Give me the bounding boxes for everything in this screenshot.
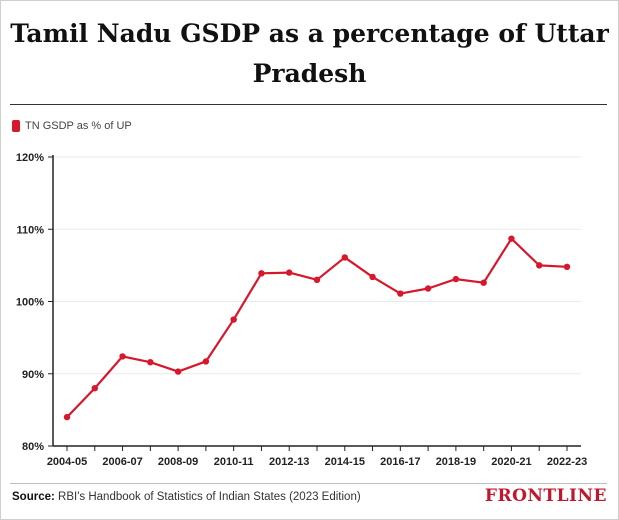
data-point	[536, 262, 543, 269]
y-tick-label: 100%	[16, 297, 44, 309]
data-point	[63, 413, 71, 421]
x-tick-label: 2022-23	[547, 456, 587, 468]
line-chart: 80% 90% 100% 110% 120% 2004-05 2006-07 2008-09…	[16, 152, 587, 468]
chart-title: Tamil Nadu GSDP as a percentage of Uttar…	[10, 19, 609, 88]
x-tick-labels: 2004-05 2006-07 2008-09 2010-11 2012-13 2014-…	[47, 456, 587, 468]
x-tick-label: 2016-17	[380, 456, 420, 468]
axes	[48, 155, 581, 451]
y-tick-label: 120%	[16, 152, 44, 164]
data-point	[91, 385, 98, 392]
source-label: Source:	[12, 491, 55, 503]
x-tick-label: 2020-21	[491, 456, 531, 468]
y-tick-label: 80%	[22, 441, 44, 453]
data-point	[480, 279, 487, 286]
source-note: Source: RBI's Handbook of Statistics of …	[12, 491, 361, 503]
data-point	[369, 273, 376, 281]
x-tick-label: 2004-05	[47, 456, 87, 468]
y-tick-label: 110%	[16, 224, 44, 236]
data-point	[508, 235, 515, 242]
legend: TN GSDP as % of UP	[12, 120, 132, 132]
data-point	[202, 358, 210, 365]
data-point	[313, 276, 321, 284]
data-point	[258, 270, 265, 277]
grid-lines	[53, 156, 581, 375]
data-point	[424, 285, 432, 292]
data-point	[286, 269, 293, 276]
footer-divider	[10, 483, 607, 484]
x-tick-label: 2012-13	[269, 456, 309, 468]
legend-label: TN GSDP as % of UP	[25, 120, 132, 132]
data-point	[341, 254, 348, 261]
x-tick-label: 2010-11	[214, 456, 254, 468]
source-text: RBI's Handbook of Statistics of Indian S…	[58, 491, 361, 503]
series-layer	[63, 235, 571, 421]
y-tick-labels: 80% 90% 100% 110% 120%	[16, 152, 44, 453]
y-tick-label: 90%	[22, 369, 44, 381]
data-point	[174, 368, 182, 375]
x-tick-label: 2006-07	[102, 456, 142, 468]
data-point	[230, 316, 237, 323]
data-point	[397, 290, 404, 297]
data-point	[452, 275, 460, 283]
data-point	[119, 353, 126, 360]
x-tick-label: 2014-15	[325, 456, 365, 468]
series-line	[66, 237, 568, 418]
legend-swatch	[12, 120, 20, 132]
x-tick-label: 2018-19	[436, 456, 476, 468]
x-tick-label: 2008-09	[158, 456, 198, 468]
brand-logo: FRONTLINE	[484, 486, 607, 506]
data-point	[147, 358, 154, 366]
data-point	[563, 263, 571, 271]
title-divider	[10, 104, 607, 105]
